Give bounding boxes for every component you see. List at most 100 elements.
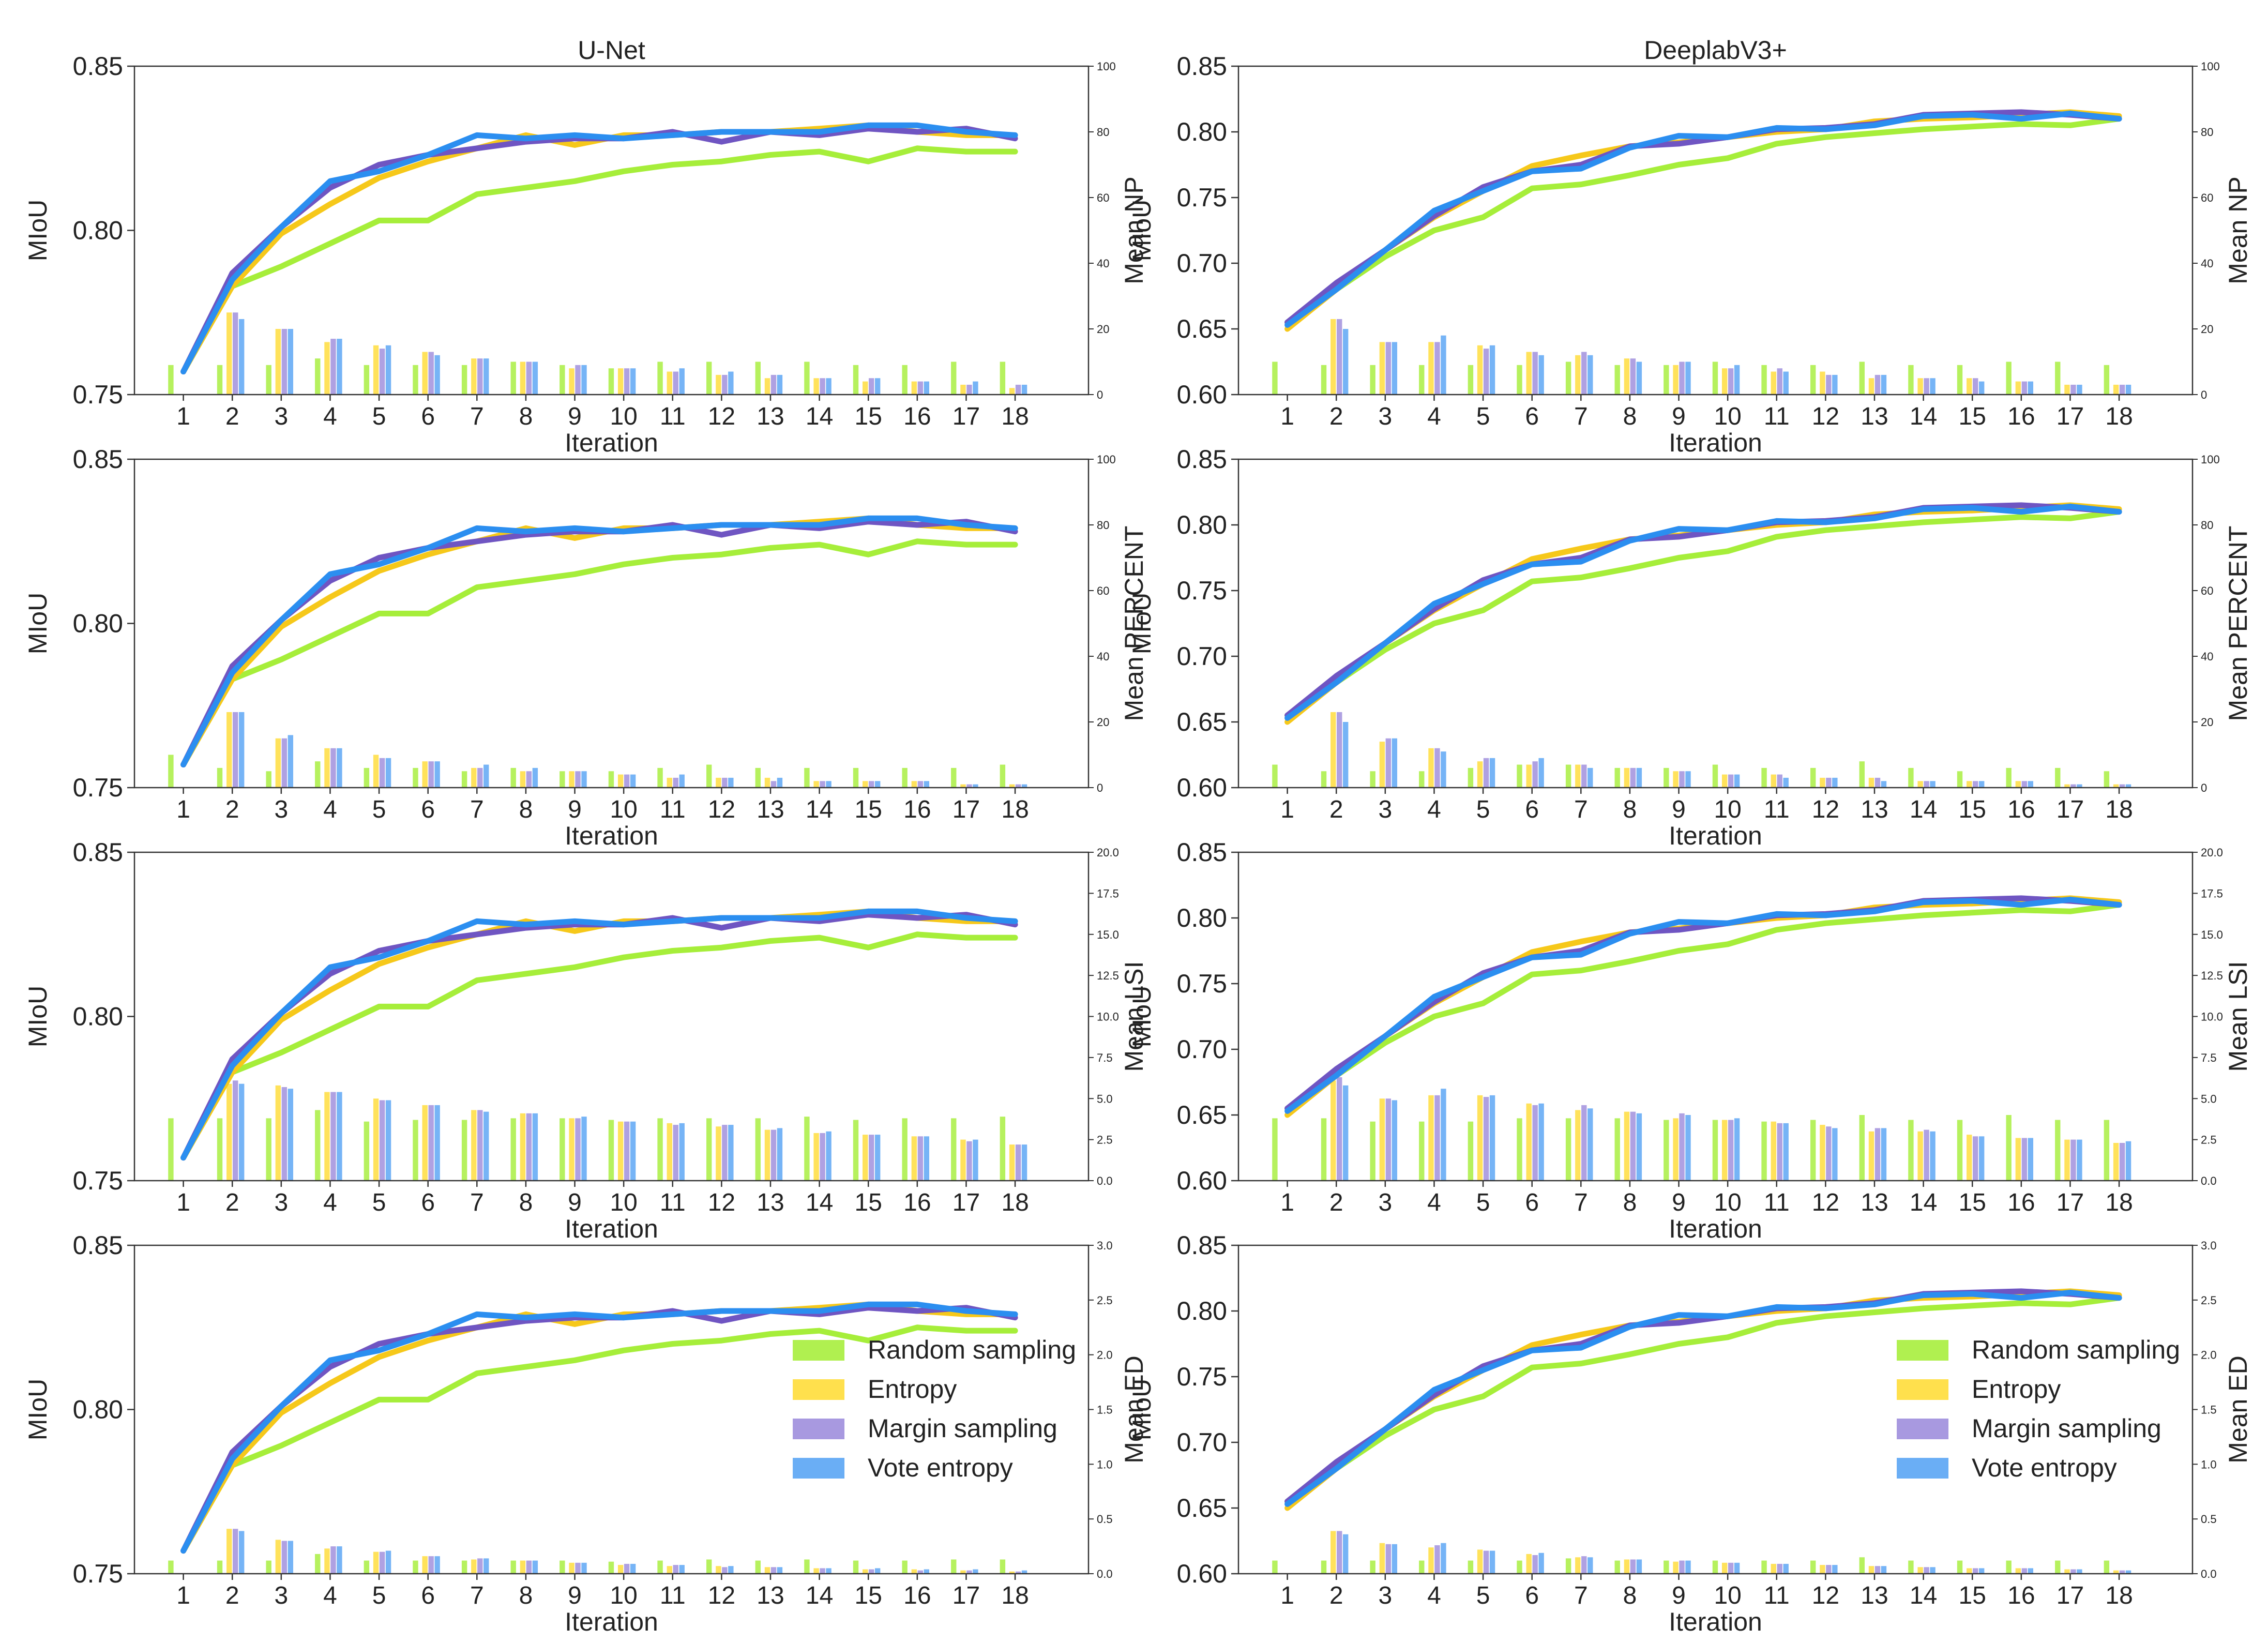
legend-swatch: [793, 1419, 845, 1439]
bar-random-sampling: [510, 767, 516, 788]
bar-entropy: [1721, 1120, 1728, 1181]
bar-margin-sampling: [1874, 1128, 1881, 1181]
x-tick-label: 15: [855, 796, 882, 823]
bar-vote-entropy: [1342, 1534, 1349, 1574]
line-entropy: [1284, 109, 2122, 332]
bar-vote-entropy: [2077, 1139, 2082, 1181]
bar-random-sampling: [1272, 1560, 1278, 1574]
legend-swatch: [1897, 1379, 1949, 1400]
x-tick-label: 5: [372, 403, 386, 430]
bar-entropy: [960, 384, 966, 395]
y2-tick-label: 0: [1097, 388, 1103, 401]
bar-random-sampling: [755, 1118, 761, 1181]
bar-entropy: [716, 777, 721, 788]
y2-axis-label: Mean ED: [1120, 1355, 1148, 1463]
bar-vote-entropy: [1441, 751, 1446, 788]
bar-random-sampling: [2006, 361, 2012, 395]
bar-entropy: [764, 1567, 770, 1574]
bar-random-sampling: [1761, 1560, 1767, 1574]
bar-vote-entropy: [924, 781, 930, 788]
x-tick-label: 18: [1001, 1582, 1029, 1609]
bar-vote-entropy: [1021, 1144, 1027, 1181]
bar-margin-sampling: [2021, 1138, 2028, 1181]
legend-label: Margin sampling: [868, 1414, 1057, 1443]
x-tick-label: 13: [757, 796, 784, 823]
x-tick-label: 15: [1959, 1582, 1986, 1609]
y2-tick-label: 17.5: [1097, 887, 1119, 900]
bar-vote-entropy: [2028, 781, 2034, 788]
line-random-sampling: [180, 145, 1018, 374]
x-tick-label: 17: [952, 403, 980, 430]
bar-random-sampling: [1712, 1560, 1718, 1574]
bar-margin-sampling: [820, 781, 825, 788]
bar-margin-sampling: [966, 384, 972, 395]
bar-entropy: [1967, 378, 1972, 395]
bar-random-sampling: [1419, 365, 1425, 395]
bar-vote-entropy: [532, 361, 538, 395]
legend-label: Random sampling: [1972, 1335, 2180, 1364]
bar-margin-sampling: [1630, 1559, 1636, 1574]
bar-vote-entropy: [2077, 784, 2082, 788]
bar-vote-entropy: [2125, 1141, 2131, 1181]
x-tick-label: 10: [1714, 1189, 1741, 1216]
bar-random-sampling: [1712, 764, 1718, 788]
x-tick-label: 6: [421, 403, 435, 430]
bar-vote-entropy: [679, 774, 685, 788]
bar-entropy: [324, 748, 330, 788]
bar-random-sampling: [2104, 1120, 2110, 1181]
bar-entropy: [1673, 1561, 1679, 1574]
bar-vote-entropy: [483, 1111, 489, 1181]
bar-vote-entropy: [1342, 722, 1349, 788]
bar-vote-entropy: [1734, 774, 1740, 788]
bar-vote-entropy: [1342, 1085, 1349, 1181]
bar-random-sampling: [1957, 365, 1963, 395]
y-tick-label: 0.60: [1177, 380, 1227, 409]
bar-entropy: [1575, 1110, 1581, 1181]
bar-random-sampling: [1810, 767, 1816, 788]
x-tick-label: 9: [568, 403, 582, 430]
legend-swatch: [1897, 1340, 1949, 1361]
bar-random-sampling: [266, 1118, 271, 1181]
bar-random-sampling: [461, 1120, 467, 1181]
bar-vote-entropy: [1685, 771, 1691, 788]
bar-entropy: [471, 358, 477, 395]
bar-entropy: [1771, 371, 1776, 395]
bar-random-sampling: [217, 1118, 223, 1181]
x-tick-label: 10: [610, 796, 637, 823]
y2-tick-label: 7.5: [1097, 1051, 1113, 1064]
bar-margin-sampling: [330, 1092, 336, 1181]
bar-margin-sampling: [2070, 1139, 2076, 1181]
bar-random-sampling: [1517, 365, 1522, 395]
bar-entropy: [863, 1569, 868, 1574]
bar-vote-entropy: [1392, 342, 1398, 395]
bar-entropy: [422, 1556, 428, 1574]
line-entropy: [1284, 502, 2122, 725]
bar-margin-sampling: [722, 777, 728, 788]
x-tick-label: 15: [1959, 796, 1986, 823]
bar-margin-sampling: [1973, 781, 1978, 788]
x-tick-label: 3: [274, 1189, 288, 1216]
bar-vote-entropy: [1930, 378, 1936, 395]
x-tick-label: 17: [2057, 1582, 2084, 1609]
bar-vote-entropy: [288, 329, 294, 395]
bar-margin-sampling: [1924, 781, 1929, 788]
x-tick-label: 10: [1714, 403, 1741, 430]
x-tick-label: 6: [421, 796, 435, 823]
y-axis-label: MIoU: [1127, 1379, 1156, 1440]
x-tick-label: 16: [2007, 403, 2035, 430]
bar-margin-sampling: [526, 1560, 532, 1574]
bar-entropy: [911, 1136, 917, 1181]
bar-random-sampling: [1957, 771, 1963, 788]
bar-random-sampling: [1908, 1560, 1914, 1574]
bar-entropy: [667, 1566, 672, 1574]
bar-margin-sampling: [233, 1080, 238, 1181]
bar-margin-sampling: [575, 1562, 581, 1574]
bar-random-sampling: [1614, 1560, 1620, 1574]
x-tick-label: 8: [1623, 796, 1637, 823]
bar-vote-entropy: [238, 712, 245, 788]
bar-margin-sampling: [1434, 342, 1440, 395]
bar-entropy: [1428, 342, 1434, 395]
legend-swatch: [793, 1379, 845, 1400]
bar-vote-entropy: [1783, 1123, 1789, 1181]
y-tick-label: 0.80: [1177, 1297, 1227, 1325]
